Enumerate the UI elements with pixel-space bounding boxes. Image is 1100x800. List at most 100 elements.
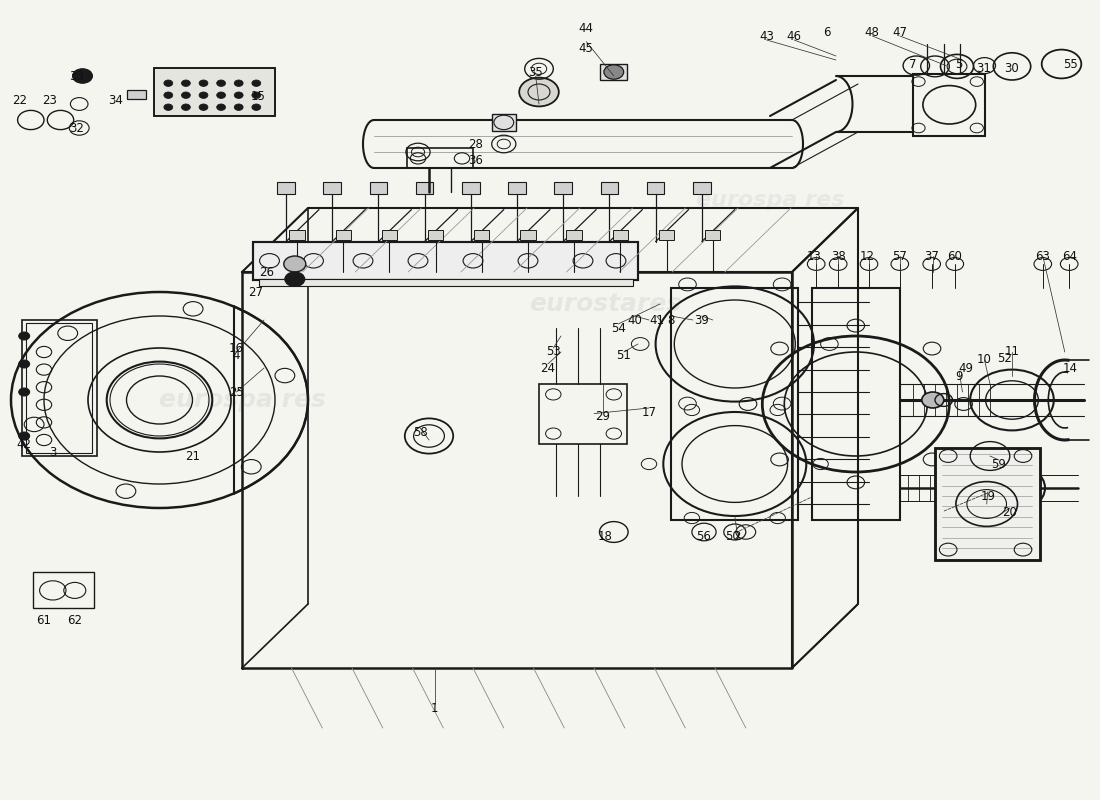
Circle shape <box>182 104 190 110</box>
Text: 50: 50 <box>725 530 740 542</box>
Circle shape <box>285 272 305 286</box>
Text: 39: 39 <box>694 314 710 326</box>
Bar <box>474 230 490 240</box>
Text: 25: 25 <box>229 386 244 398</box>
Bar <box>520 230 536 240</box>
Text: eurospa res: eurospa res <box>695 190 845 210</box>
Text: 46: 46 <box>786 30 802 42</box>
Circle shape <box>199 104 208 110</box>
Text: 51: 51 <box>616 350 631 362</box>
Text: 12: 12 <box>859 250 874 262</box>
Text: 64: 64 <box>1062 250 1077 262</box>
Circle shape <box>19 332 30 340</box>
Circle shape <box>164 104 173 110</box>
Text: 62: 62 <box>67 614 82 626</box>
Text: 53: 53 <box>546 346 561 358</box>
Bar <box>154 68 275 116</box>
Text: 44: 44 <box>579 22 594 34</box>
Bar <box>370 182 387 194</box>
Text: 42: 42 <box>16 438 32 450</box>
Bar <box>462 182 480 194</box>
Bar <box>812 288 900 520</box>
Bar <box>22 320 97 456</box>
Text: 38: 38 <box>830 250 846 262</box>
Bar <box>407 148 473 168</box>
Bar <box>492 114 516 131</box>
Bar <box>336 230 351 240</box>
Circle shape <box>604 65 624 79</box>
Circle shape <box>234 92 243 98</box>
Text: 41: 41 <box>649 314 664 326</box>
Bar <box>647 182 664 194</box>
Bar <box>253 242 638 280</box>
Text: 14: 14 <box>1063 362 1078 374</box>
Text: 26: 26 <box>258 266 274 278</box>
Text: 30: 30 <box>1004 62 1020 74</box>
Text: 19: 19 <box>980 490 996 502</box>
Circle shape <box>252 80 261 86</box>
Text: 10: 10 <box>977 354 992 366</box>
Bar <box>935 448 1040 560</box>
Text: 63: 63 <box>1035 250 1050 262</box>
Circle shape <box>182 92 190 98</box>
Text: 61: 61 <box>36 614 52 626</box>
Bar <box>508 182 526 194</box>
Bar <box>659 230 674 240</box>
Text: 21: 21 <box>185 450 200 462</box>
Circle shape <box>19 360 30 368</box>
Circle shape <box>164 80 173 86</box>
Text: 5: 5 <box>956 58 962 70</box>
Bar <box>554 182 572 194</box>
Bar <box>126 90 146 99</box>
Text: 1: 1 <box>431 702 438 714</box>
Bar <box>693 182 711 194</box>
Bar <box>277 182 295 194</box>
Text: 60: 60 <box>947 250 962 262</box>
Text: 49: 49 <box>958 362 974 374</box>
Text: 27: 27 <box>248 286 263 298</box>
Circle shape <box>164 92 173 98</box>
Bar <box>613 230 628 240</box>
Bar <box>566 230 582 240</box>
Text: 3: 3 <box>50 446 56 458</box>
Bar <box>913 74 984 136</box>
Text: 8: 8 <box>668 314 674 326</box>
Bar <box>289 230 305 240</box>
Text: 48: 48 <box>865 26 880 38</box>
Circle shape <box>217 104 226 110</box>
Bar <box>154 68 275 116</box>
Text: 43: 43 <box>759 30 774 42</box>
Circle shape <box>199 92 208 98</box>
Circle shape <box>252 104 261 110</box>
Text: 58: 58 <box>412 426 428 438</box>
Text: 34: 34 <box>108 94 123 106</box>
Bar <box>258 279 632 286</box>
Text: 22: 22 <box>12 94 28 106</box>
Text: 35: 35 <box>528 66 543 78</box>
Text: 20: 20 <box>1002 506 1018 518</box>
Text: 7: 7 <box>910 58 916 70</box>
Bar <box>323 182 341 194</box>
Text: 54: 54 <box>610 322 626 334</box>
Text: 24: 24 <box>540 362 556 374</box>
Bar <box>382 230 397 240</box>
Circle shape <box>234 104 243 110</box>
Text: 29: 29 <box>595 410 610 422</box>
Circle shape <box>217 92 226 98</box>
Text: 55: 55 <box>1063 58 1078 70</box>
Text: 28: 28 <box>468 138 483 150</box>
Text: eurostares: eurostares <box>529 292 681 316</box>
Text: 18: 18 <box>597 530 613 542</box>
Text: 6: 6 <box>824 26 830 38</box>
Text: 47: 47 <box>892 26 907 38</box>
Circle shape <box>284 256 306 272</box>
Circle shape <box>217 80 226 86</box>
Bar <box>601 182 618 194</box>
Text: 52: 52 <box>997 352 1012 365</box>
Text: 57: 57 <box>892 250 907 262</box>
Text: 4: 4 <box>233 350 240 362</box>
Text: 11: 11 <box>1004 346 1020 358</box>
Text: 13: 13 <box>806 250 822 262</box>
Circle shape <box>19 388 30 396</box>
Bar <box>600 64 627 80</box>
